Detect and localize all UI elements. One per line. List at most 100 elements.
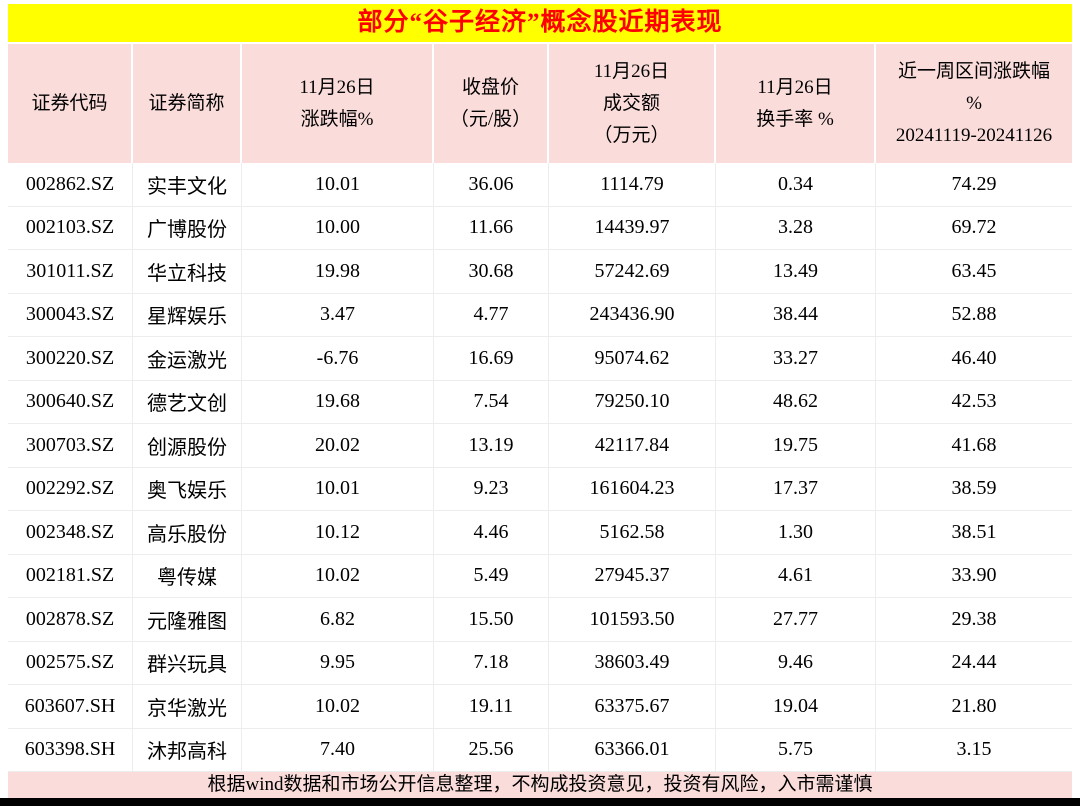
cell-name: 创源股份 bbox=[133, 424, 242, 467]
cell-code: 002292.SZ bbox=[8, 467, 133, 510]
cell-daily-change: 10.01 bbox=[242, 467, 434, 510]
table-row: 002181.SZ 粤传媒 10.02 5.49 27945.37 4.61 33.90 bbox=[8, 554, 1072, 598]
header-line: 11月26日 bbox=[757, 76, 833, 98]
cell-name: 奥飞娱乐 bbox=[133, 467, 242, 510]
cell-name: 广博股份 bbox=[133, 206, 242, 249]
cell-code: 002348.SZ bbox=[8, 511, 133, 554]
cell-turnover: 161604.23 bbox=[549, 467, 716, 510]
table-row: 300703.SZ 创源股份 20.02 13.19 42117.84 19.75 41.6… bbox=[8, 424, 1072, 468]
header-line: 涨跌幅% bbox=[300, 108, 374, 130]
cell-weekly-change: 52.88 bbox=[951, 303, 997, 326]
table-row: 002292.SZ 奥飞娱乐 10.01 9.23 161604.23 17.37 38.5… bbox=[8, 467, 1072, 511]
cell-name: 高乐股份 bbox=[133, 511, 242, 554]
table-row: 002862.SZ 实丰文化 10.01 36.06 1114.79 0.34 74.29 bbox=[8, 163, 1072, 207]
header-line: 证券代码 bbox=[31, 92, 108, 114]
cell-daily-change: 10.01 bbox=[242, 163, 434, 206]
header-turnover-rate: 11月26日 换手率 % bbox=[716, 44, 876, 163]
cell-daily-change: 3.47 bbox=[242, 293, 434, 336]
table-row: 603607.SH 京华激光 10.02 19.11 63375.67 19.04 21.8… bbox=[8, 685, 1072, 729]
cell-code: 300703.SZ bbox=[8, 424, 133, 467]
cell-weekly-change: 29.38 bbox=[951, 607, 997, 630]
table-row: 301011.SZ 华立科技 19.98 30.68 57242.69 13.49 63.4… bbox=[8, 250, 1072, 294]
cell-turnover-rate: 27.77 bbox=[716, 598, 876, 641]
cell-turnover-rate: 38.44 bbox=[716, 293, 876, 336]
cell-code: 603607.SH bbox=[8, 685, 133, 728]
table-row: 300043.SZ 星辉娱乐 3.47 4.77 243436.90 38.44 52.88 bbox=[8, 293, 1072, 337]
cell-weekly-change: 69.72 bbox=[951, 216, 997, 239]
cell-turnover-rate: 33.27 bbox=[716, 337, 876, 380]
cell-close-price: 4.77 bbox=[434, 293, 549, 336]
cell-weekly-change: 41.68 bbox=[951, 433, 997, 456]
cell-turnover-rate: 3.28 bbox=[716, 206, 876, 249]
cell-name: 沐邦高科 bbox=[133, 728, 242, 771]
cell-code: 301011.SZ bbox=[8, 250, 133, 293]
header-line: 20241119-20241126 bbox=[895, 124, 1053, 146]
header-line: 成交额 bbox=[602, 92, 660, 114]
cell-weekly-change: 3.15 bbox=[956, 738, 992, 761]
header-turnover: 11月26日 成交额 （万元） bbox=[549, 44, 716, 163]
cell-daily-change: 7.40 bbox=[242, 728, 434, 771]
cell-daily-change: -6.76 bbox=[242, 337, 434, 380]
cell-weekly-change: 42.53 bbox=[951, 390, 997, 413]
table-row: 002103.SZ 广博股份 10.00 11.66 14439.97 3.28 69.72 bbox=[8, 206, 1072, 250]
header-weekly-change: 近一周区间涨跌幅% 20241119-20241126 bbox=[876, 44, 1072, 163]
cell-turnover: 57242.69 bbox=[549, 250, 716, 293]
cell-close-price: 25.56 bbox=[434, 728, 549, 771]
cell-turnover-rate: 19.75 bbox=[716, 424, 876, 467]
disclaimer-text: 根据wind数据和市场公开信息整理，不构成投资意见，投资有风险，入市需谨慎 bbox=[8, 772, 1072, 798]
cell-code: 603398.SH bbox=[8, 728, 133, 771]
cell-close-price: 36.06 bbox=[434, 163, 549, 206]
cell-code: 300220.SZ bbox=[8, 337, 133, 380]
header-line: 近一周区间涨跌幅 bbox=[897, 60, 1050, 82]
table-row: 300640.SZ 德艺文创 19.68 7.54 79250.10 48.62 42.53 bbox=[8, 380, 1072, 424]
cell-code: 300640.SZ bbox=[8, 380, 133, 423]
table-row: 300220.SZ 金运激光 -6.76 16.69 95074.62 33.27 46.4… bbox=[8, 337, 1072, 381]
cell-turnover-rate: 5.75 bbox=[716, 728, 876, 771]
cell-code: 002181.SZ bbox=[8, 554, 133, 597]
cell-daily-change: 10.00 bbox=[242, 206, 434, 249]
cell-weekly-change: 33.90 bbox=[951, 564, 997, 587]
cell-weekly-change: 38.59 bbox=[951, 477, 997, 500]
cell-name: 实丰文化 bbox=[133, 163, 242, 206]
cell-turnover: 5162.58 bbox=[549, 511, 716, 554]
cell-turnover-rate: 17.37 bbox=[716, 467, 876, 510]
cell-code: 002575.SZ bbox=[8, 641, 133, 684]
header-line: （元/股） bbox=[449, 108, 532, 130]
header-line: 换手率 % bbox=[756, 108, 834, 130]
cell-daily-change: 10.02 bbox=[242, 554, 434, 597]
cell-name: 星辉娱乐 bbox=[133, 293, 242, 336]
cell-name: 元隆雅图 bbox=[133, 598, 242, 641]
cell-code: 002103.SZ bbox=[8, 206, 133, 249]
cell-daily-change: 6.82 bbox=[242, 598, 434, 641]
cell-daily-change: 19.68 bbox=[242, 380, 434, 423]
cell-daily-change: 9.95 bbox=[242, 641, 434, 684]
table-row: 002878.SZ 元隆雅图 6.82 15.50 101593.50 27.77 29.3… bbox=[8, 598, 1072, 642]
cell-close-price: 30.68 bbox=[434, 250, 549, 293]
cell-turnover-rate: 0.34 bbox=[716, 163, 876, 206]
table-body: 002862.SZ 实丰文化 10.01 36.06 1114.79 0.34 74.29 0… bbox=[8, 163, 1072, 772]
cell-turnover: 38603.49 bbox=[549, 641, 716, 684]
cell-close-price: 16.69 bbox=[434, 337, 549, 380]
cell-close-price: 4.46 bbox=[434, 511, 549, 554]
cell-close-price: 13.19 bbox=[434, 424, 549, 467]
table-title: 部分“谷子经济”概念股近期表现 bbox=[8, 4, 1072, 42]
cell-turnover-rate: 4.61 bbox=[716, 554, 876, 597]
header-line: 11月26日 bbox=[299, 76, 375, 98]
table-row: 002348.SZ 高乐股份 10.12 4.46 5162.58 1.30 38.51 bbox=[8, 511, 1072, 555]
cell-close-price: 5.49 bbox=[434, 554, 549, 597]
cell-weekly-change: 46.40 bbox=[951, 346, 997, 369]
header-line: % bbox=[966, 92, 982, 114]
cell-daily-change: 20.02 bbox=[242, 424, 434, 467]
cell-code: 002878.SZ bbox=[8, 598, 133, 641]
table-row: 002575.SZ 群兴玩具 9.95 7.18 38603.49 9.46 24.44 bbox=[8, 641, 1072, 685]
cell-name: 群兴玩具 bbox=[133, 641, 242, 684]
cell-turnover: 101593.50 bbox=[549, 598, 716, 641]
cell-weekly-change: 63.45 bbox=[951, 259, 997, 282]
cell-weekly-change: 24.44 bbox=[951, 651, 997, 674]
header-line: 11月26日 bbox=[593, 60, 670, 82]
table-row: 603398.SH 沐邦高科 7.40 25.56 63366.01 5.75 3.15 bbox=[8, 728, 1072, 772]
cell-close-price: 9.23 bbox=[434, 467, 549, 510]
cell-turnover: 14439.97 bbox=[549, 206, 716, 249]
